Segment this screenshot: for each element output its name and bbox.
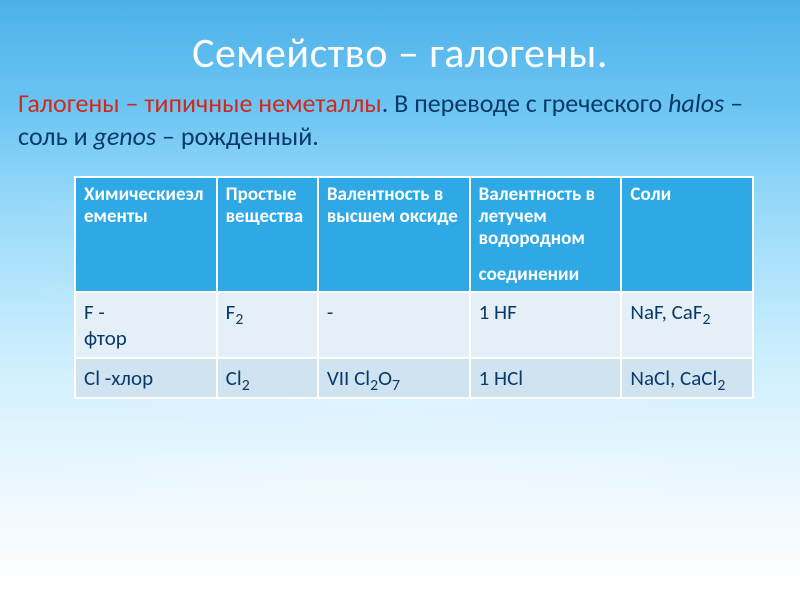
cell-element: Cl -хлор: [75, 358, 217, 398]
elem-symbol: F -: [84, 299, 105, 325]
subtitle-text: . В переводе с греческого: [382, 87, 668, 119]
halogens-table: Химическиеэлементы Простые вещества Вале…: [74, 176, 754, 399]
subtitle-red: Галогены – типичные неметаллы: [18, 87, 382, 119]
elem-name: фтор: [84, 325, 127, 351]
elem-symbol: Cl -: [84, 365, 111, 391]
slide-subtitle: Галогены – типичные неметаллы. В перевод…: [18, 87, 782, 152]
table-row: Cl -хлор Cl2 VII Cl2O7 1 HCl NaCl, CaCl2: [75, 358, 753, 398]
th-hydride-valence-b: соединении: [479, 264, 613, 286]
table-header-row: Химическиеэлементы Простые вещества Вале…: [75, 177, 753, 292]
table-row: F - фтор F2 - 1 HF NaF, CaF2: [75, 292, 753, 358]
formula-sub: 2: [717, 377, 725, 396]
subtitle-genos: genos: [94, 120, 157, 152]
cell-hydride: 1 HCl: [470, 358, 622, 398]
cell-oxide: VII Cl2O7: [318, 358, 470, 398]
cell-simple: F2: [217, 292, 318, 358]
oxide-mid: O: [378, 365, 392, 391]
wave-decoration: [0, 455, 800, 545]
oxide-text: VII Cl: [327, 365, 370, 391]
slide: Семейство – галогены. Галогены – типичны…: [0, 0, 800, 600]
formula-sub: 2: [235, 311, 243, 330]
cell-salts: NaCl, CaCl2: [621, 358, 753, 398]
th-elements: Химическиеэлементы: [75, 177, 217, 292]
formula: Cl: [226, 365, 242, 391]
th-hydride-valence-a: Валентность в летучем водородном: [479, 183, 595, 250]
content-area: Семейство – галогены. Галогены – типичны…: [0, 0, 800, 399]
elem-name: хлор: [111, 365, 153, 391]
th-hydride-valence: Валентность в летучем водородном соедине…: [470, 177, 622, 292]
slide-title: Семейство – галогены.: [14, 28, 786, 79]
formula-sub: 7: [392, 377, 400, 396]
subtitle-text: – рожденный.: [156, 120, 319, 152]
cell-hydride: 1 HF: [470, 292, 622, 358]
salts-text: NaCl, CaCl: [630, 365, 717, 391]
th-oxide-valence: Валентность в высшем оксиде: [318, 177, 470, 292]
formula-sub: 2: [702, 311, 710, 330]
th-salts: Соли: [621, 177, 753, 292]
salts-text: NaF, CaF: [630, 299, 702, 325]
formula-sub: 2: [370, 377, 378, 396]
cell-simple: Cl2: [217, 358, 318, 398]
formula: F: [226, 299, 236, 325]
cell-element: F - фтор: [75, 292, 217, 358]
cell-oxide: -: [318, 292, 470, 358]
subtitle-halos: halos: [668, 87, 724, 119]
th-substances: Простые вещества: [217, 177, 318, 292]
cell-salts: NaF, CaF2: [621, 292, 753, 358]
formula-sub: 2: [242, 377, 250, 396]
